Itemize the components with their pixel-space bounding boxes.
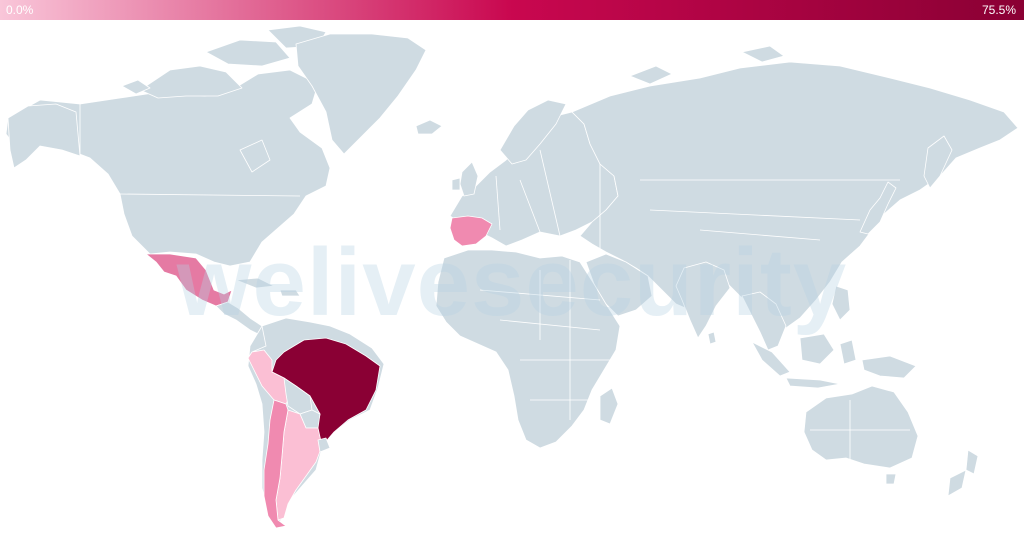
borneo	[799, 333, 835, 365]
scandinavia	[499, 99, 567, 165]
alaska	[7, 103, 81, 169]
arctic-island-1	[205, 39, 291, 67]
legend-min-label: 0.0%	[6, 3, 34, 17]
kamchatka	[923, 135, 953, 189]
java	[785, 377, 841, 389]
arctic-russia-islands	[629, 65, 673, 85]
new-guinea	[861, 355, 917, 379]
cuba	[235, 277, 275, 289]
legend-gradient	[0, 0, 1024, 20]
world-map	[5, 25, 1019, 529]
philippines	[831, 285, 851, 321]
madagascar	[599, 387, 619, 425]
indochina	[741, 291, 787, 351]
arctic-archipelago	[139, 65, 243, 99]
spain	[449, 215, 493, 247]
india	[675, 261, 731, 339]
uruguay	[317, 437, 331, 453]
japan	[859, 181, 897, 235]
australia	[803, 385, 919, 469]
country-borders	[79, 104, 910, 460]
sri-lanka	[707, 331, 717, 345]
greenland	[295, 33, 427, 155]
legend-gradient-bar: 0.0% 75.5%	[0, 0, 1024, 20]
chile	[263, 399, 289, 529]
tasmania	[885, 473, 897, 485]
asia	[571, 61, 1019, 329]
africa	[435, 249, 621, 449]
ireland	[451, 177, 461, 191]
arctic-island-3	[121, 79, 151, 95]
hispaniola	[279, 289, 301, 297]
sulawesi	[839, 339, 857, 365]
new-zealand-south	[947, 469, 967, 497]
north-america	[5, 69, 331, 267]
legend-max-label: 75.5%	[981, 3, 1016, 17]
new-zealand-north	[965, 449, 979, 475]
iceland	[415, 119, 443, 135]
hudson-bay-east	[239, 139, 271, 173]
arctic-russia-islands-2	[741, 45, 785, 63]
sumatra	[751, 341, 791, 377]
border-colombia	[251, 325, 267, 353]
